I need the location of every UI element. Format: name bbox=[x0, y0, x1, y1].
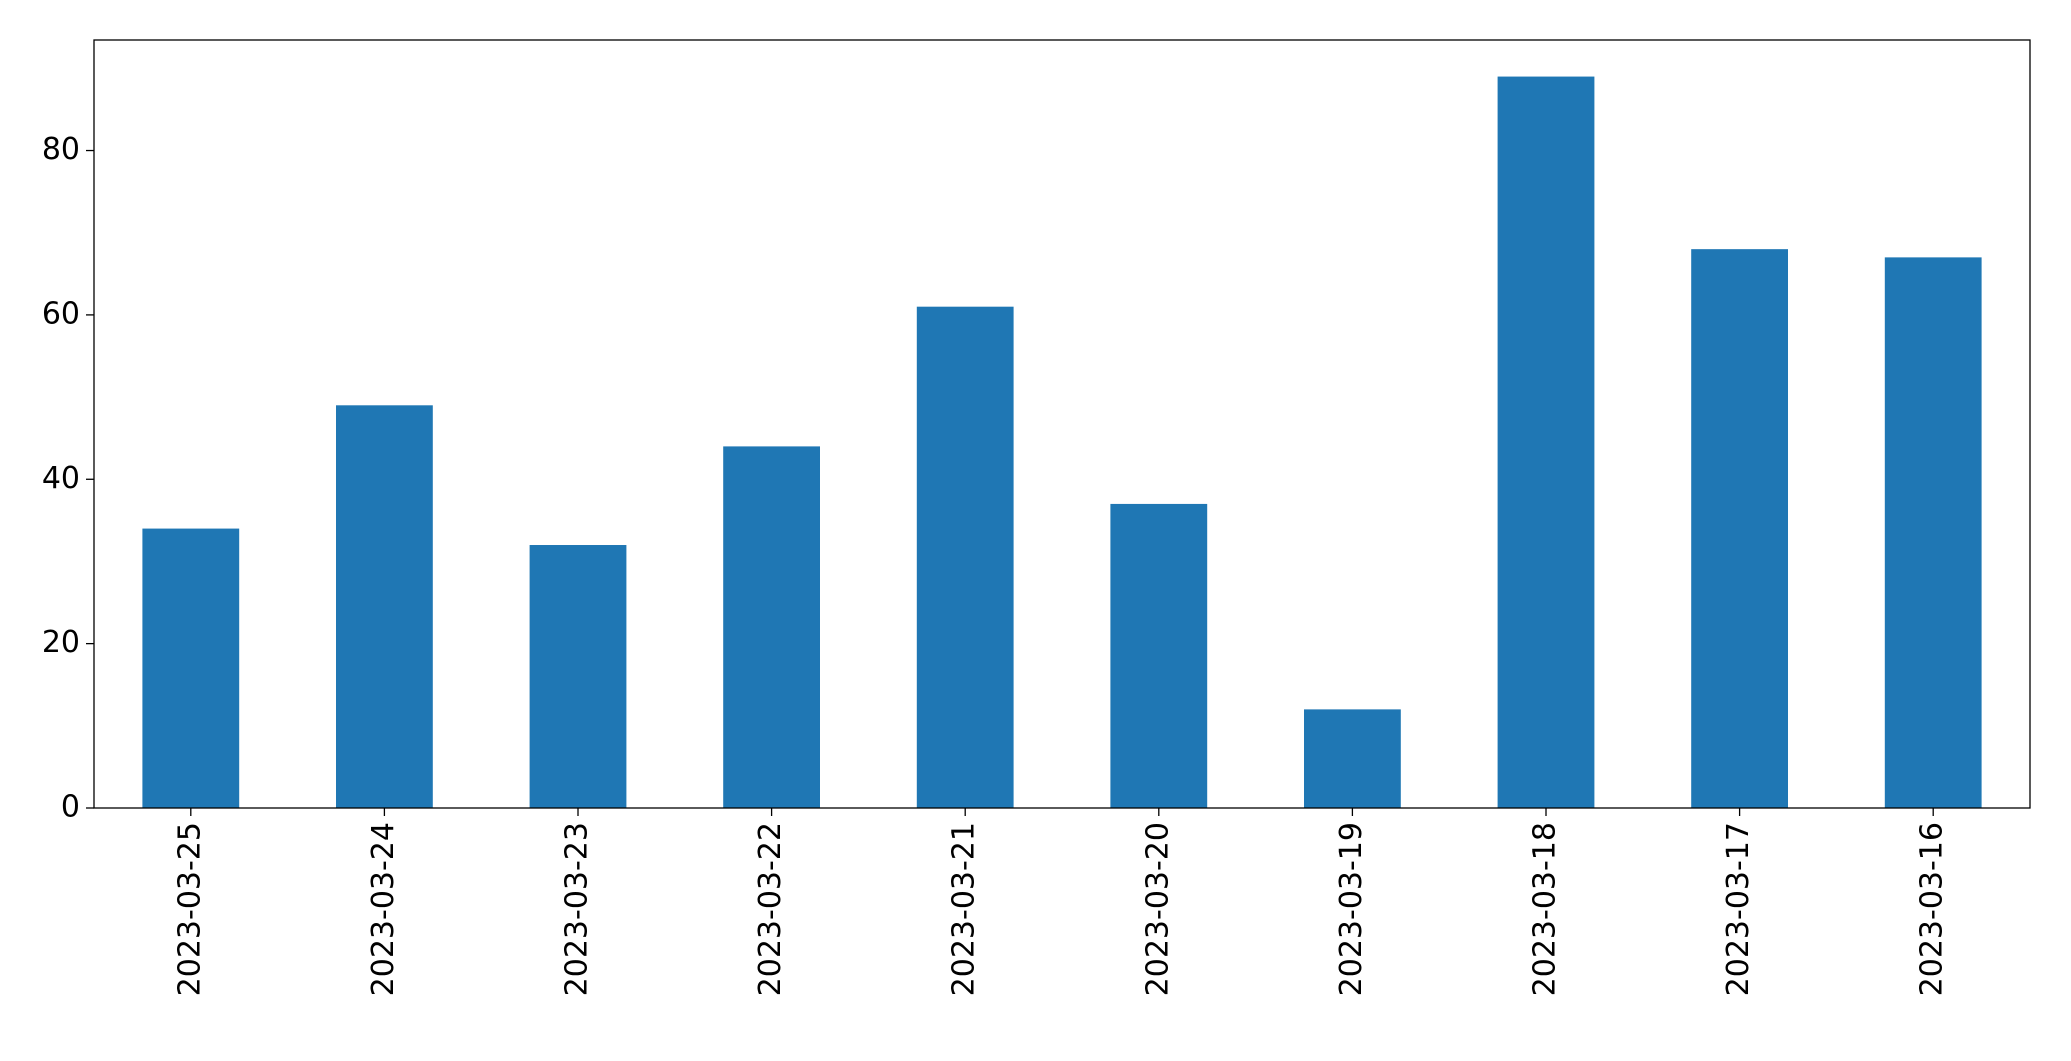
y-tick-label: 40 bbox=[42, 461, 80, 496]
x-tick-label: 2023-03-25 bbox=[172, 822, 207, 996]
x-tick-label: 2023-03-19 bbox=[1334, 822, 1369, 996]
bar bbox=[1304, 709, 1401, 808]
x-tick-label: 2023-03-17 bbox=[1721, 822, 1756, 996]
y-tick-label: 60 bbox=[42, 296, 80, 331]
x-tick-label: 2023-03-21 bbox=[947, 822, 982, 996]
bar bbox=[723, 446, 820, 808]
bar bbox=[1884, 257, 1982, 808]
x-tick-label: 2023-03-24 bbox=[366, 822, 401, 996]
plot-frame bbox=[93, 39, 2031, 809]
y-tick-label: 80 bbox=[42, 132, 80, 167]
x-tick-label: 2023-03-16 bbox=[1915, 822, 1950, 996]
x-tick-label: 2023-03-23 bbox=[560, 822, 595, 996]
bar bbox=[336, 405, 433, 808]
bar bbox=[916, 306, 1014, 808]
bar bbox=[1497, 76, 1595, 809]
bar bbox=[142, 528, 240, 808]
y-tick-label: 20 bbox=[42, 625, 80, 660]
x-tick-label: 2023-03-22 bbox=[753, 822, 788, 996]
x-tick-label: 2023-03-18 bbox=[1528, 822, 1563, 996]
bar bbox=[529, 545, 627, 808]
y-tick-label: 0 bbox=[61, 790, 80, 825]
x-tick-label: 2023-03-20 bbox=[1140, 822, 1175, 996]
bar bbox=[1691, 249, 1788, 808]
bar bbox=[1110, 503, 1208, 808]
